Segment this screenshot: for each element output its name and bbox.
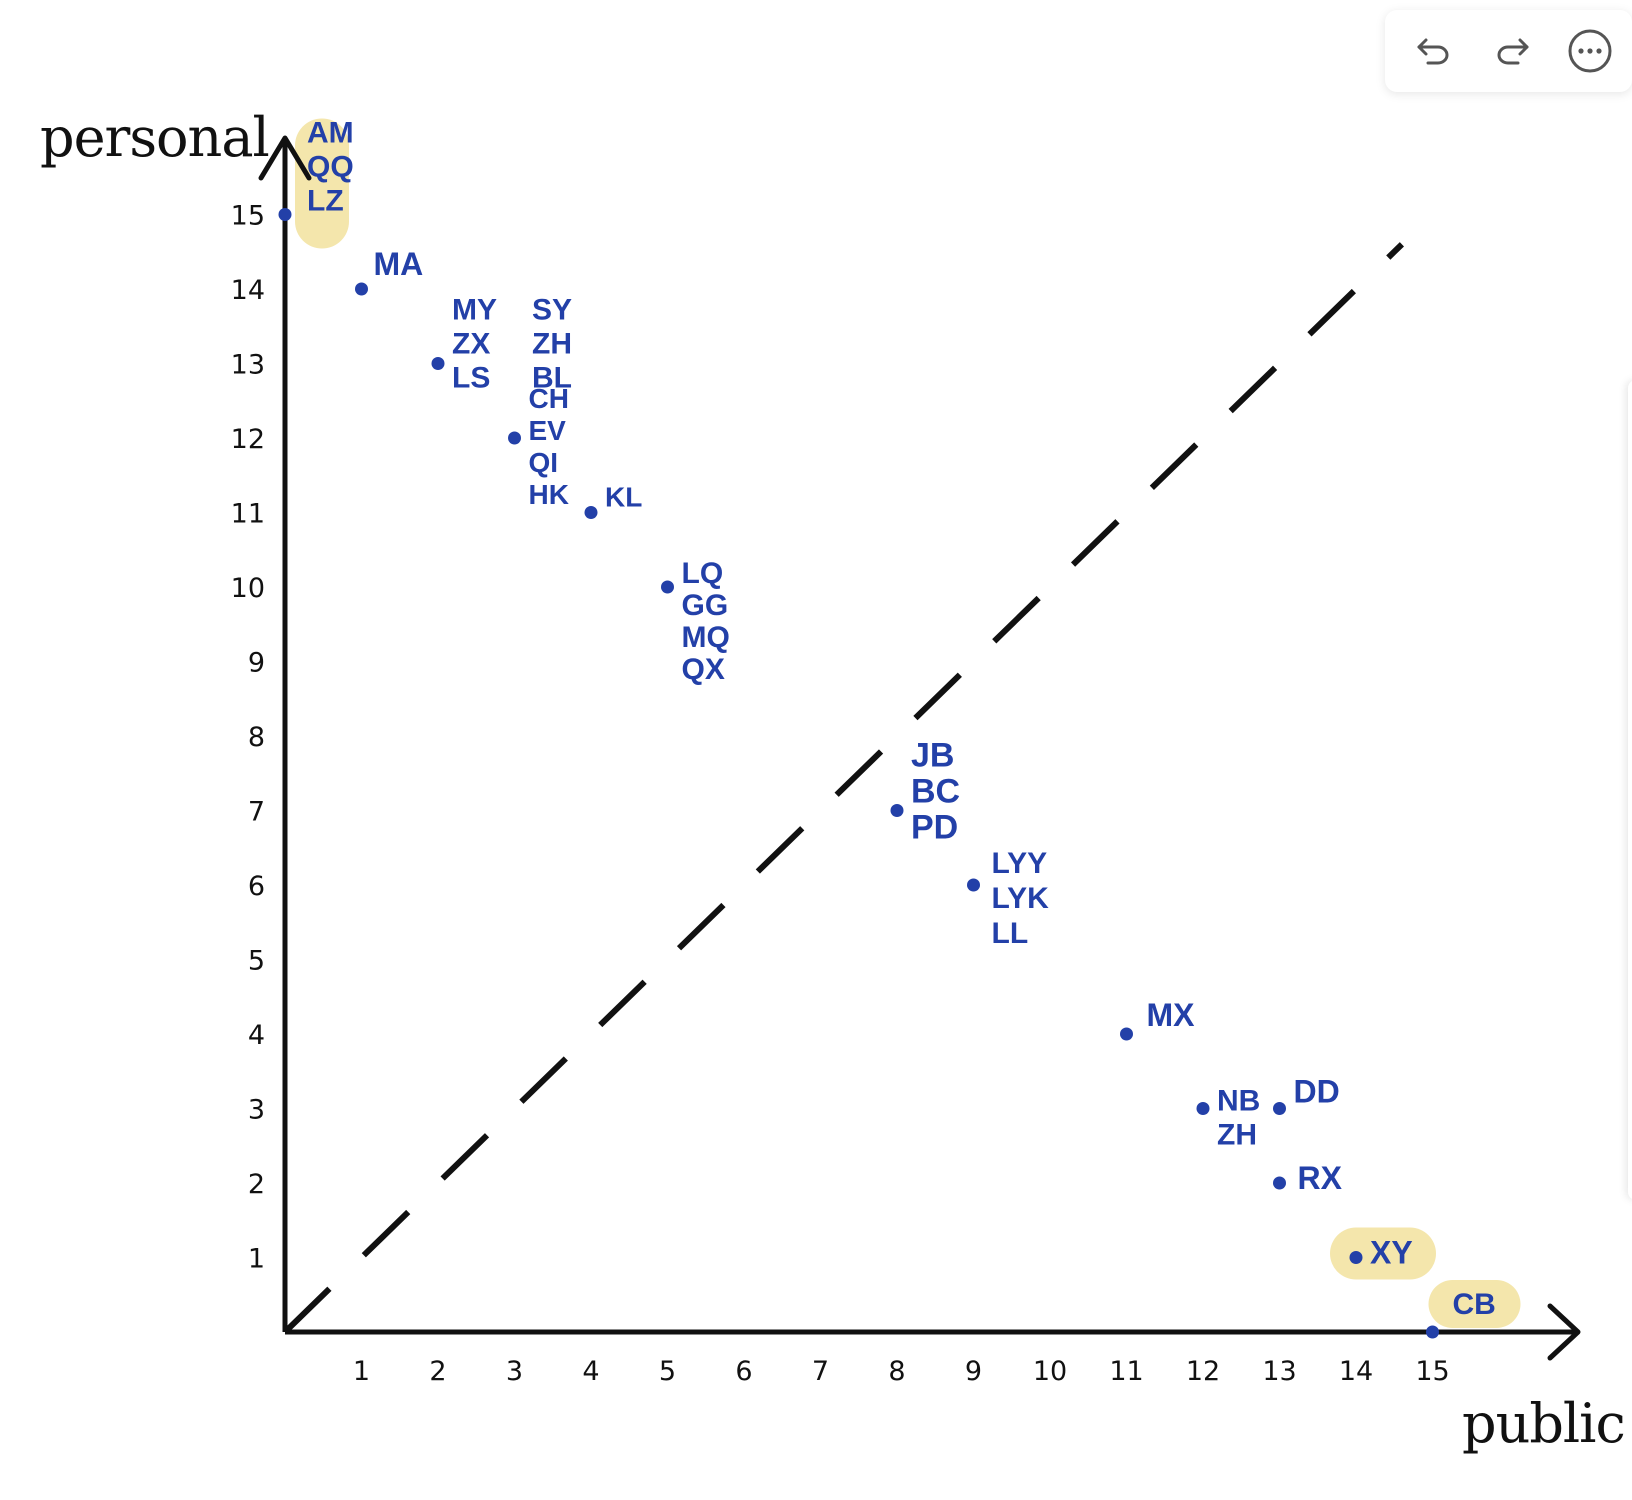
x-tick-label: 9 [965, 1356, 982, 1387]
point-label: LZ [307, 185, 344, 218]
x-axis-title: public [1462, 1392, 1626, 1455]
point-label: KL [605, 482, 642, 513]
point-label: QI [529, 447, 559, 478]
x-axis-arrowhead [1547, 1303, 1581, 1361]
point-label: QX [682, 653, 725, 686]
y-tick-label: 14 [231, 275, 265, 306]
redo-button[interactable] [1488, 27, 1536, 75]
point-label: LS [452, 362, 490, 395]
point-label: CB [1453, 1288, 1496, 1321]
side-panel-edge [1628, 380, 1632, 1200]
y-tick-label: 8 [248, 722, 265, 753]
y-axis-arrowhead [258, 135, 312, 181]
more-horizontal-icon [1568, 29, 1612, 73]
data-point [967, 878, 980, 892]
x-tick-label: 13 [1262, 1356, 1296, 1387]
data-point [1196, 1102, 1210, 1115]
y-tick-label: 6 [248, 871, 265, 902]
data-point [890, 804, 904, 817]
y-tick-label: 12 [231, 424, 265, 455]
x-tick-label: 11 [1109, 1356, 1143, 1387]
more-options-button[interactable] [1566, 27, 1614, 75]
y-tick-label: 4 [248, 1020, 265, 1051]
data-point [1273, 1102, 1286, 1115]
point-label: ZH [532, 328, 572, 361]
x-tick-label: 4 [582, 1356, 599, 1387]
point-label: JB [911, 737, 954, 775]
x-tick-label: 7 [812, 1356, 829, 1387]
canvas-toolbar [1385, 10, 1632, 92]
x-tick-label: 14 [1339, 1356, 1373, 1387]
point-label: ZH [1217, 1119, 1257, 1152]
point-label: MQ [682, 621, 730, 654]
y-tick-label: 2 [248, 1169, 265, 1200]
point-label: BL [532, 362, 572, 395]
undo-icon [1417, 38, 1449, 65]
data-point [661, 580, 674, 594]
undo-button[interactable] [1410, 27, 1458, 75]
reference-diagonal-line [282, 242, 1404, 1335]
y-tick-label: 5 [248, 946, 265, 977]
highlight-marker [295, 118, 349, 249]
data-point [431, 357, 445, 370]
point-label: MY [452, 294, 497, 327]
point-label: MA [374, 246, 424, 282]
y-axis-title: personal [40, 106, 270, 169]
data-point [1349, 1251, 1363, 1264]
redo-icon [1497, 38, 1529, 65]
point-label: RX [1298, 1160, 1343, 1196]
data-point [1426, 1325, 1439, 1339]
point-label: QQ [307, 151, 354, 184]
x-tick-label: 8 [888, 1356, 905, 1387]
point-label: LYK [992, 882, 1050, 915]
point-label: BC [911, 773, 960, 811]
point-label: DD [1294, 1074, 1340, 1110]
data-point [355, 282, 368, 296]
y-tick-label: 15 [231, 201, 265, 232]
point-label: ZX [452, 328, 490, 361]
x-tick-label: 2 [429, 1356, 446, 1387]
data-point [278, 208, 292, 221]
y-tick-label: 1 [248, 1244, 265, 1275]
x-tick-label: 12 [1186, 1356, 1220, 1387]
point-label: MX [1147, 997, 1196, 1033]
point-label: SY [532, 294, 572, 327]
data-point [1120, 1027, 1133, 1041]
point-label: PD [911, 809, 958, 847]
y-tick-label: 3 [248, 1095, 265, 1126]
data-point [508, 431, 521, 445]
point-label: NB [1217, 1085, 1260, 1118]
x-tick-label: 5 [659, 1356, 676, 1387]
highlight-marker [1330, 1227, 1436, 1280]
y-tick-label: 7 [248, 797, 265, 828]
point-label: HK [529, 479, 569, 510]
point-label: GG [682, 589, 729, 622]
point-label: CH [529, 383, 569, 414]
point-label: LYY [992, 847, 1048, 880]
y-tick-label: 10 [231, 573, 265, 604]
x-tick-label: 15 [1415, 1356, 1449, 1387]
y-tick-label: 9 [248, 648, 265, 679]
point-label: LL [992, 917, 1029, 950]
data-point [1273, 1176, 1286, 1190]
x-tick-label: 1 [353, 1356, 370, 1387]
point-label: EV [529, 415, 567, 446]
highlight-marker [1428, 1280, 1521, 1328]
x-tick-label: 6 [735, 1356, 752, 1387]
point-label: XY [1370, 1235, 1413, 1271]
x-tick-label: 3 [506, 1356, 523, 1387]
data-point [584, 506, 598, 519]
y-tick-label: 13 [231, 350, 265, 381]
y-tick-label: 11 [231, 499, 265, 530]
x-tick-label: 10 [1033, 1356, 1067, 1387]
point-label: AM [307, 117, 354, 150]
point-label: LQ [682, 557, 724, 590]
